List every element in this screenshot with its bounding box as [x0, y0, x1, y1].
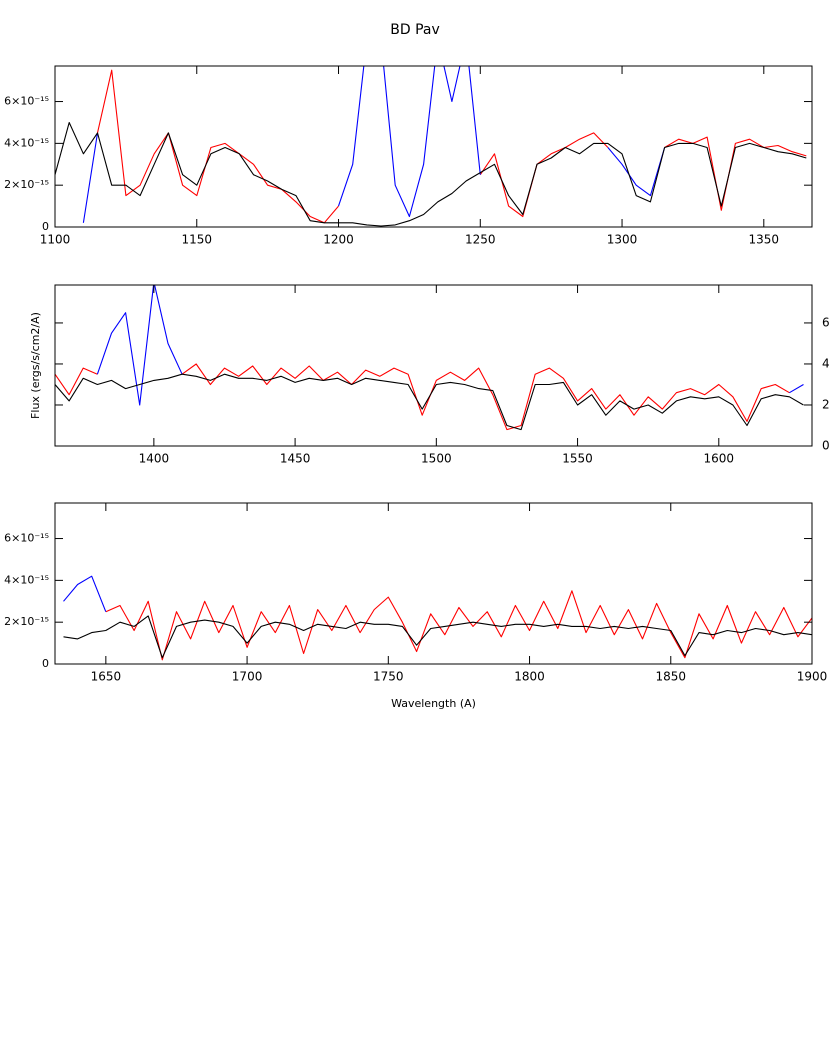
frame: [54, 502, 813, 665]
x-axis-label: Wavelength (A): [391, 697, 476, 710]
x-tick-label: 1200: [323, 233, 354, 247]
plot-area: [55, 66, 807, 227]
frame: [54, 65, 813, 228]
x-tick-label: 1750: [373, 670, 404, 684]
spectrum-line: [96, 285, 804, 406]
x-tick-label: 1350: [749, 233, 780, 247]
y-tick-label: 4: [822, 356, 830, 370]
spectrum-line: [63, 575, 107, 612]
y-tick-label: 2: [822, 397, 830, 411]
x-tick-label: 1850: [655, 670, 686, 684]
y-tick-label: 0: [42, 657, 49, 670]
plot-area: [63, 575, 812, 661]
x-tick-label: 1600: [704, 452, 735, 466]
x-tick-label: 1900: [797, 670, 828, 684]
y-tick-label: 4×10⁻¹⁵: [4, 136, 49, 149]
x-tick-label: 1400: [139, 452, 170, 466]
x-tick-label: 1250: [465, 233, 496, 247]
frame: [54, 284, 813, 447]
panel: 1650 1700 1750 1800 1850 1900 0 2×10⁻¹⁵ 4×10⁻¹⁵ 6…: [4, 502, 828, 710]
x-tick-label: 1500: [421, 452, 452, 466]
y-tick-label: 6×10⁻¹⁵: [4, 532, 49, 545]
x-tick-label: 1100: [40, 233, 71, 247]
spectrum-line: [55, 363, 790, 431]
y-tick-label: 6×10⁻¹⁵: [4, 95, 49, 108]
plot-area: [55, 285, 804, 431]
spectrum-line: [55, 121, 807, 227]
x-tick-label: 1800: [514, 670, 545, 684]
y-tick-label: 0: [822, 439, 830, 453]
spectrum-line: [96, 69, 807, 224]
spectrum-line: [82, 66, 666, 223]
spectrum-line: [105, 590, 812, 661]
y-tick-label: 2×10⁻¹⁵: [4, 178, 49, 191]
panel: BD Pav 1100 1150 1200 1250 1300 1350 0 2×10⁻¹⁵ 4×…: [4, 22, 813, 247]
spectrum-line: [63, 615, 812, 659]
y-tick-label: 6: [822, 315, 830, 329]
y-tick-label: 0: [42, 220, 49, 233]
chart-title: BD Pav: [390, 22, 440, 38]
y-axis-label: Flux (ergs/s/cm2/A): [29, 312, 42, 419]
y-tick-label: 4×10⁻¹⁵: [4, 573, 49, 586]
panel: 1400 1450 1500 1550 1600 0 2 4 6 Flux (ergs/s/cm2…: [29, 284, 830, 466]
x-tick-label: 1700: [232, 670, 263, 684]
x-tick-label: 1300: [607, 233, 638, 247]
y-tick-label: 2×10⁻¹⁵: [4, 615, 49, 628]
x-tick-label: 1550: [562, 452, 593, 466]
spectrum-line: [55, 373, 804, 431]
x-tick-label: 1150: [181, 233, 212, 247]
x-tick-label: 1650: [91, 670, 122, 684]
x-tick-label: 1450: [280, 452, 311, 466]
